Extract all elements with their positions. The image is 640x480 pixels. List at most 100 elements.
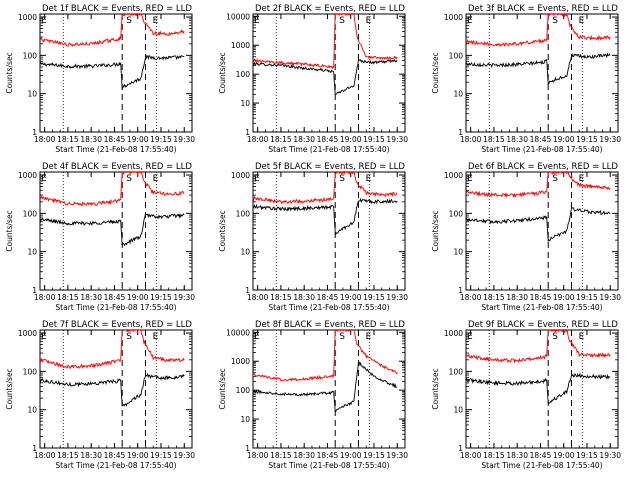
x-tick-label: 18:15 (57, 451, 79, 460)
marker-label: E (366, 16, 372, 26)
x-tick-label: 18:45 (104, 451, 126, 460)
x-tick-label: 18:30 (506, 135, 528, 144)
chart-panel: Det 2f BLACK = Events, RED = LLD 1 10 100 10… (218, 4, 408, 154)
x-tick-label: 18:00 (460, 135, 482, 144)
x-tick-label: 19:15 (150, 451, 172, 460)
lld-series-line (253, 172, 398, 205)
x-tick-label: 19:00 (127, 135, 149, 144)
y-tick-label: 1000 (231, 357, 250, 366)
plot-frame (465, 329, 619, 449)
lld-series-line (40, 14, 185, 48)
x-axis-label: Start Time (21-Feb-08 17:55:40) (481, 303, 602, 312)
lld-series-line (466, 330, 611, 364)
marker-label: E (254, 174, 260, 184)
x-tick-label: 19:30 (386, 135, 408, 144)
y-tick-label: 10 (27, 248, 37, 257)
marker-label: S (339, 332, 345, 342)
x-tick-label: 19:00 (340, 451, 362, 460)
x-tick-label: 19:30 (173, 293, 195, 302)
chart-panel: Det 1f BLACK = Events, RED = LLD 1 10 100 10… (5, 4, 195, 154)
x-axis-label: Start Time (21-Feb-08 17:55:40) (55, 461, 176, 470)
y-tick-label: 1 (32, 286, 37, 295)
marker-label: E (41, 332, 47, 342)
y-tick-label: 10 (240, 99, 250, 108)
x-tick-label: 18:15 (483, 293, 505, 302)
events-series-line (253, 361, 398, 412)
y-tick-label: 100 (449, 51, 464, 60)
x-tick-label: 19:00 (553, 293, 575, 302)
marker-label: E (579, 332, 585, 342)
x-tick-label: 18:30 (80, 451, 102, 460)
x-tick-label: 19:30 (173, 451, 195, 460)
x-tick-label: 19:30 (386, 451, 408, 460)
lld-series-line (40, 172, 185, 207)
y-tick-label: 10 (453, 90, 463, 99)
x-tick-label: 19:15 (576, 135, 598, 144)
x-tick-label: 19:15 (150, 135, 172, 144)
plot-frame (39, 329, 193, 449)
y-tick-label: 1 (32, 444, 37, 453)
marker-label: E (579, 16, 585, 26)
y-tick-label: 10 (240, 415, 250, 424)
x-axis-label: Start Time (21-Feb-08 17:55:40) (481, 145, 602, 154)
y-axis-label: Counts/sec (5, 368, 14, 409)
y-axis-label: Counts/sec (431, 210, 440, 251)
marker-label: E (467, 174, 473, 184)
events-series-line (466, 207, 611, 243)
x-tick-label: 19:15 (363, 451, 385, 460)
marker-label: S (126, 174, 132, 184)
events-series-line (253, 197, 398, 235)
x-tick-label: 18:30 (506, 451, 528, 460)
x-tick-label: 19:15 (363, 293, 385, 302)
events-series-line (40, 54, 185, 90)
lld-series-line (466, 172, 611, 198)
x-tick-label: 19:30 (599, 293, 621, 302)
chart-panel: Det 5f BLACK = Events, RED = LLD 1 10 100 10… (218, 162, 408, 312)
marker-label: E (467, 16, 473, 26)
plot-frame (252, 171, 406, 291)
plot-frame (252, 329, 406, 449)
chart-title: Det 8f BLACK = Events, RED = LLD (255, 320, 405, 330)
y-tick-label: 1000 (444, 13, 463, 22)
y-tick-label: 100 (23, 209, 38, 218)
x-tick-label: 19:30 (599, 135, 621, 144)
y-axis-label: Counts/sec (218, 52, 227, 93)
x-tick-label: 18:30 (506, 293, 528, 302)
x-axis-label: Start Time (21-Feb-08 17:55:40) (55, 145, 176, 154)
chart-title: Det 6f BLACK = Events, RED = LLD (468, 162, 618, 172)
x-axis-label: Start Time (21-Feb-08 17:55:40) (268, 303, 389, 312)
chart-panel: Det 8f BLACK = Events, RED = LLD 1 10 100 10… (218, 320, 408, 470)
x-tick-label: 18:30 (80, 135, 102, 144)
y-tick-label: 1000 (18, 171, 37, 180)
x-tick-label: 18:00 (247, 293, 269, 302)
chart-title: Det 4f BLACK = Events, RED = LLD (42, 162, 192, 172)
x-axis-label: Start Time (21-Feb-08 17:55:40) (268, 145, 389, 154)
chart-title: Det 3f BLACK = Events, RED = LLD (468, 4, 618, 14)
marker-label: E (366, 332, 372, 342)
lld-series-line (253, 330, 398, 382)
x-tick-label: 18:45 (530, 293, 552, 302)
x-tick-label: 18:00 (247, 451, 269, 460)
marker-label: S (552, 16, 558, 26)
marker-label: E (153, 16, 159, 26)
marker-label: E (153, 332, 159, 342)
x-tick-label: 19:15 (576, 293, 598, 302)
x-tick-label: 19:00 (553, 451, 575, 460)
x-tick-label: 18:15 (483, 135, 505, 144)
events-series-line (40, 212, 185, 247)
marker-label: S (126, 332, 132, 342)
y-tick-label: 100 (236, 386, 251, 395)
x-tick-label: 18:00 (460, 293, 482, 302)
x-tick-label: 18:15 (270, 135, 292, 144)
y-tick-label: 10 (27, 406, 37, 415)
x-tick-label: 19:30 (173, 135, 195, 144)
x-tick-label: 18:45 (104, 293, 126, 302)
x-tick-label: 18:00 (460, 451, 482, 460)
x-tick-label: 18:45 (317, 135, 339, 144)
x-tick-label: 18:45 (104, 135, 126, 144)
y-axis-label: Counts/sec (218, 210, 227, 251)
x-axis-label: Start Time (21-Feb-08 17:55:40) (481, 461, 602, 470)
x-tick-label: 19:15 (576, 451, 598, 460)
chart-title: Det 7f BLACK = Events, RED = LLD (42, 320, 192, 330)
